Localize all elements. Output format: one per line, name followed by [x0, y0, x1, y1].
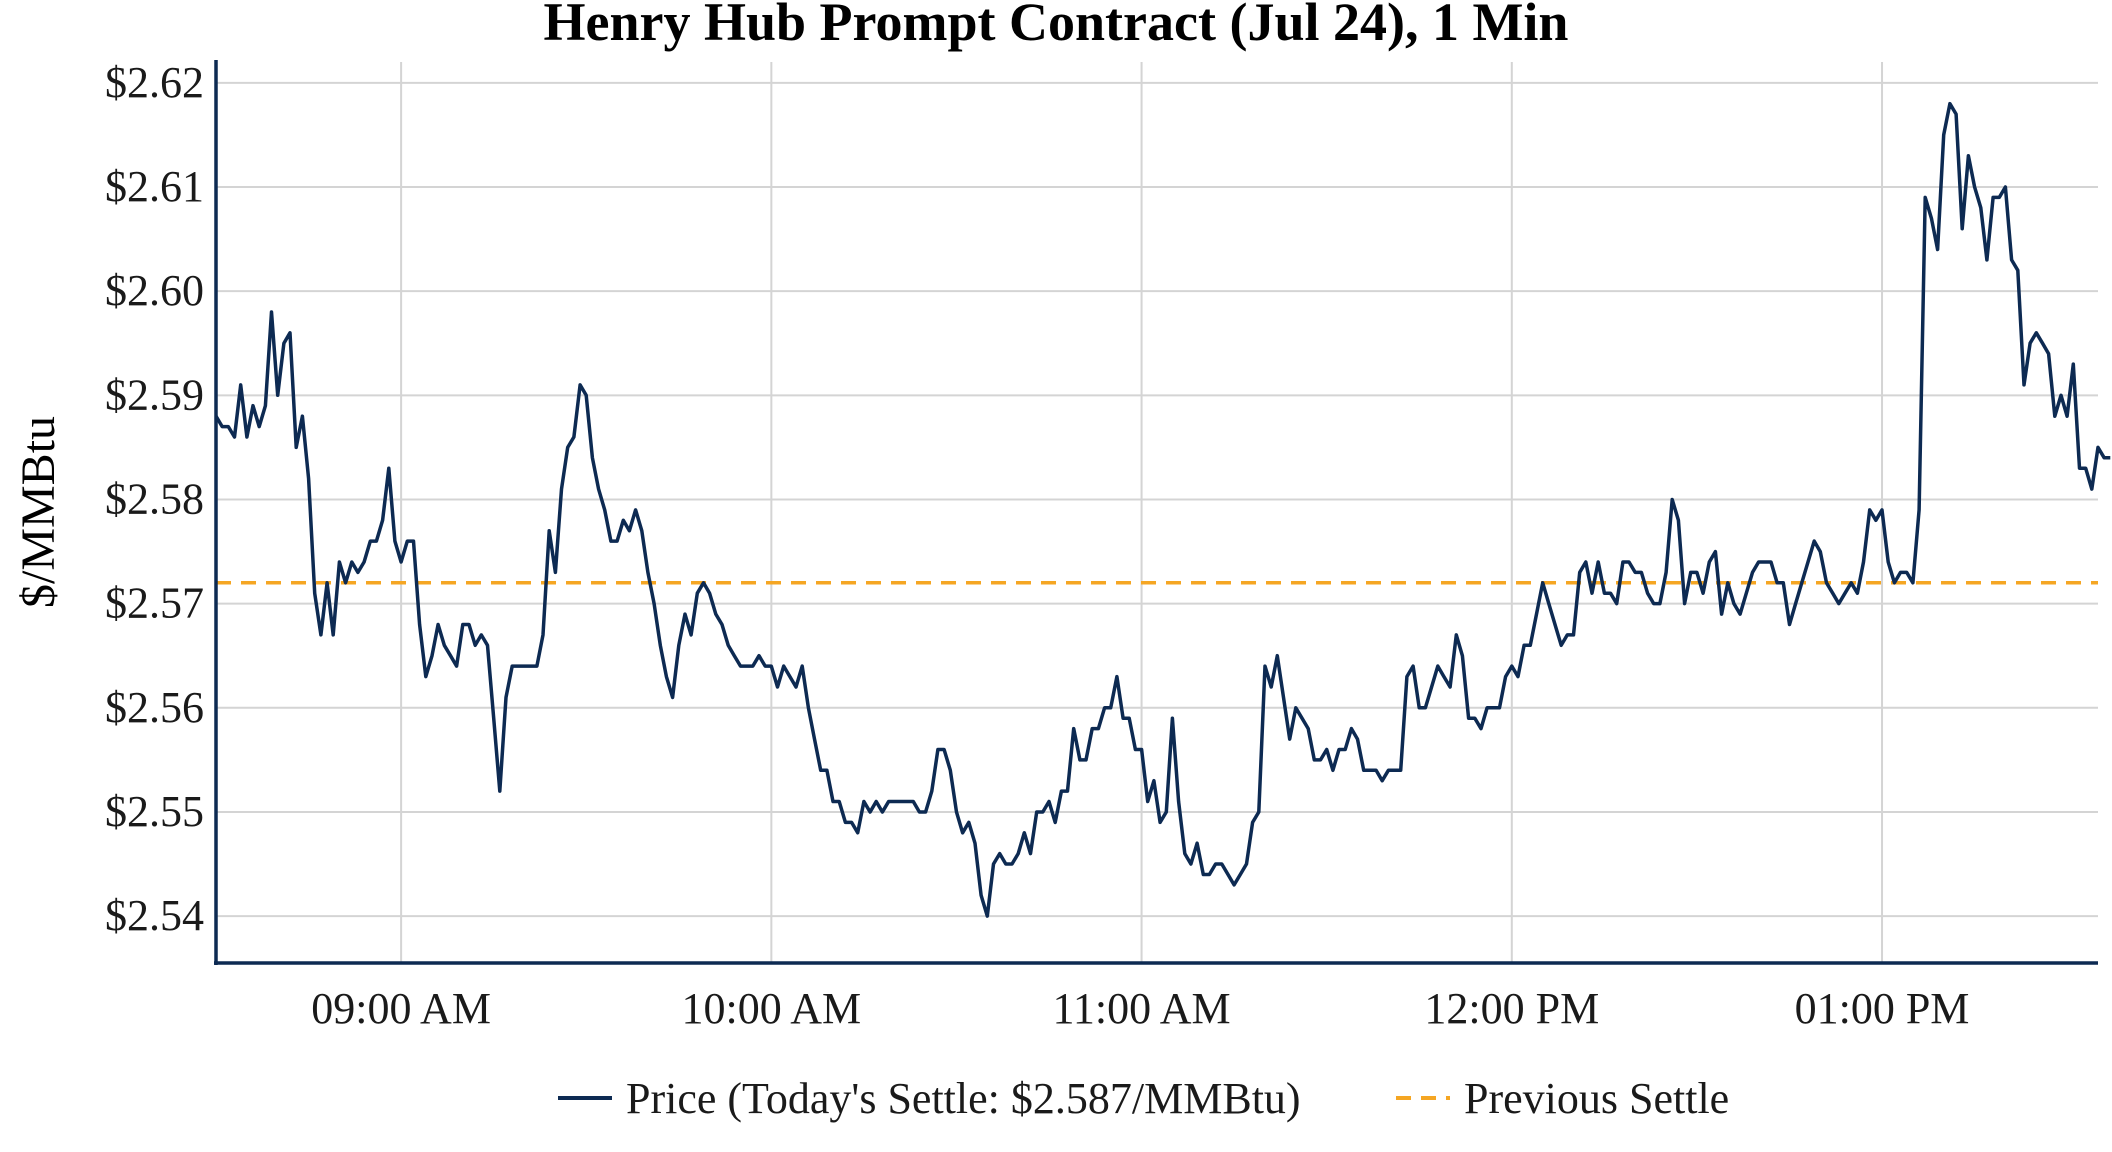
y-tick-label: $2.59 [105, 370, 204, 419]
y-tick-label: $2.57 [105, 579, 204, 628]
legend: Price (Today's Settle: $2.587/MMBtu) Pre… [558, 1074, 1729, 1123]
y-tick-label: $2.55 [105, 787, 204, 836]
legend-label-previous-settle: Previous Settle [1464, 1074, 1729, 1123]
y-tick-label: $2.62 [105, 58, 204, 107]
x-tick-label: 12:00 PM [1424, 984, 1599, 1033]
y-axis-label: $/MMBtu [12, 416, 65, 608]
axes [214, 60, 2098, 965]
price-line-layer [214, 101, 2111, 918]
x-tick-label: 10:00 AM [681, 984, 861, 1033]
x-tick-label: 09:00 AM [311, 984, 491, 1033]
y-tick-label: $2.60 [105, 266, 204, 315]
y-tick-label: $2.54 [105, 891, 204, 940]
grid [216, 62, 2098, 963]
legend-label-price: Price (Today's Settle: $2.587/MMBtu) [626, 1074, 1301, 1123]
chart-title: Henry Hub Prompt Contract (Jul 24), 1 Mi… [544, 0, 1569, 52]
tick-labels: $2.54 $2.55 $2.56 $2.57 $2.58 $2.59 $2.60 $2.61… [105, 58, 1969, 1033]
y-tick-label: $2.61 [105, 162, 204, 211]
x-tick-label: 01:00 PM [1795, 984, 1970, 1033]
price-series-line [214, 101, 2111, 918]
x-tick-label: 11:00 AM [1053, 984, 1231, 1033]
y-tick-label: $2.56 [105, 683, 204, 732]
y-tick-label: $2.58 [105, 474, 204, 523]
